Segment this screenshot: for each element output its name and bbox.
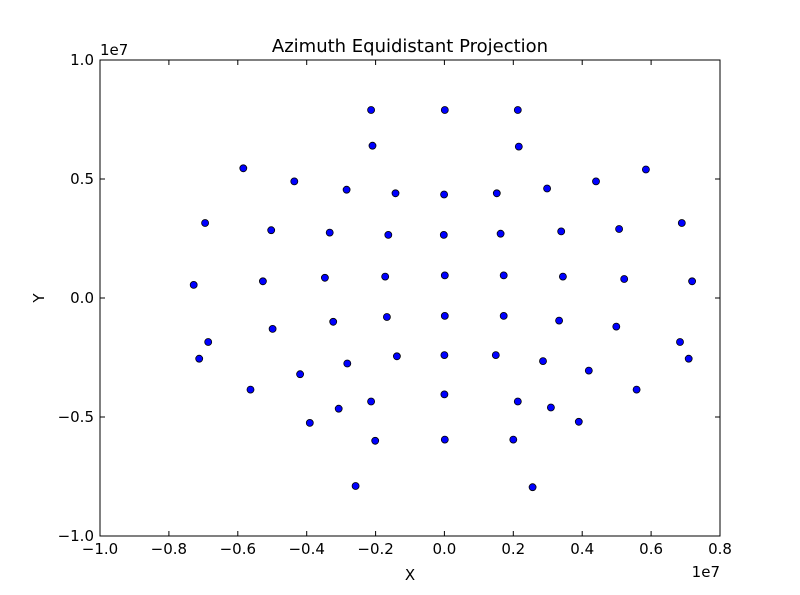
x-tick-label: −0.2 — [357, 540, 393, 558]
data-point — [632, 385, 641, 394]
data-point — [189, 280, 198, 289]
data-point — [642, 165, 650, 174]
y-tick-label: −1.0 — [58, 527, 94, 545]
data-point — [334, 404, 343, 413]
data-point — [592, 177, 600, 186]
data-point — [559, 272, 567, 281]
data-point — [491, 351, 500, 360]
data-point — [201, 219, 210, 227]
y-axis-label: Y — [30, 293, 48, 304]
data-point — [513, 397, 522, 406]
data-points — [189, 106, 696, 492]
data-point — [342, 185, 351, 194]
y-axis-ticks: −1.0 −0.5 0.0 0.5 1.0 — [58, 51, 720, 545]
data-point — [528, 483, 537, 492]
data-point — [305, 418, 314, 427]
data-point — [440, 351, 449, 360]
data-point — [440, 271, 449, 280]
data-point — [557, 227, 566, 236]
data-point — [384, 230, 393, 239]
data-point — [684, 354, 693, 363]
data-point — [499, 311, 508, 320]
data-point — [382, 313, 391, 321]
data-point — [368, 141, 377, 150]
data-point — [688, 277, 696, 286]
data-point — [239, 164, 248, 173]
x-tick-label: 0.4 — [570, 540, 594, 558]
data-point — [367, 106, 376, 114]
data-point — [612, 322, 621, 331]
data-point — [620, 275, 629, 283]
data-point — [677, 219, 686, 227]
y-tick-label: 0.0 — [70, 289, 94, 307]
data-point — [267, 226, 276, 235]
chart-title: Azimuth Equidistant Projection — [272, 36, 548, 57]
data-point — [440, 190, 449, 199]
x-tick-label: 0.2 — [501, 540, 525, 558]
data-point — [367, 397, 376, 406]
data-point — [509, 435, 518, 444]
data-point — [574, 417, 583, 426]
data-point — [543, 184, 551, 193]
x-tick-label: −0.8 — [151, 540, 187, 558]
y-axis-scale-label: 1e7 — [100, 41, 128, 59]
data-point — [615, 225, 623, 233]
data-point — [513, 106, 522, 114]
data-point — [371, 436, 380, 445]
y-tick-label: −0.5 — [58, 408, 94, 426]
data-point — [392, 352, 401, 361]
x-axis-ticks: −1.0 −0.8 −0.6 −0.4 −0.2 0.0 0.2 0.4 0.6 0.8 — [82, 60, 732, 558]
x-tick-label: 0.0 — [432, 540, 456, 558]
data-point — [258, 277, 267, 286]
data-point — [492, 189, 501, 198]
x-tick-label: −0.4 — [288, 540, 324, 558]
data-point — [381, 272, 390, 281]
data-point — [320, 273, 329, 282]
data-point — [204, 338, 213, 346]
data-point — [325, 228, 334, 237]
x-tick-label: 0.8 — [708, 540, 732, 558]
data-point — [246, 385, 255, 394]
data-point — [440, 390, 449, 399]
data-point — [584, 366, 593, 375]
x-axis-label: X — [405, 566, 415, 584]
data-point — [676, 338, 684, 346]
data-point — [547, 403, 555, 412]
data-point — [195, 354, 204, 363]
x-tick-label: −1.0 — [82, 540, 118, 558]
x-tick-label: 0.6 — [639, 540, 663, 558]
data-point — [555, 316, 563, 325]
data-point — [290, 177, 299, 186]
data-point — [329, 317, 338, 326]
data-point — [296, 370, 305, 379]
data-point — [268, 324, 277, 333]
data-point — [343, 359, 352, 368]
data-point — [499, 271, 508, 280]
data-point — [439, 230, 448, 239]
data-point — [391, 189, 400, 198]
data-point — [440, 311, 449, 320]
data-point — [440, 435, 449, 444]
data-point — [496, 229, 505, 238]
data-point — [514, 142, 523, 151]
data-point — [440, 106, 449, 114]
y-tick-label: 0.5 — [70, 170, 94, 188]
data-point — [539, 357, 547, 366]
x-tick-label: −0.6 — [220, 540, 256, 558]
y-tick-label: 1.0 — [70, 51, 94, 69]
x-axis-scale-label: 1e7 — [692, 563, 720, 581]
data-point — [351, 482, 360, 490]
